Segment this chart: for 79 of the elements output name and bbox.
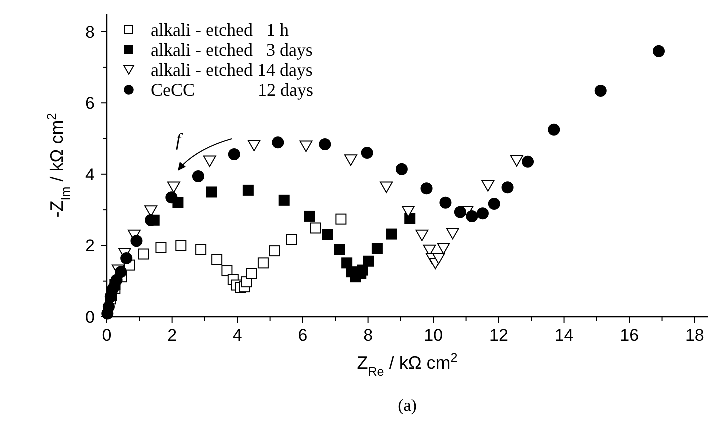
- point: [344, 154, 358, 166]
- x-tick-label: 4: [232, 326, 242, 345]
- point: [466, 210, 478, 222]
- point: [242, 184, 254, 196]
- point: [206, 186, 218, 198]
- point: [115, 266, 128, 278]
- point: [176, 240, 187, 252]
- point: [138, 248, 150, 260]
- point: [192, 170, 204, 183]
- x-tick-label: 10: [424, 326, 444, 345]
- point: [130, 235, 143, 248]
- point: [120, 252, 133, 265]
- legend-label: CeCC 12 days: [151, 80, 314, 100]
- legend-label: alkali - etched 14 days: [151, 60, 313, 80]
- point: [440, 196, 452, 209]
- point: [357, 264, 368, 276]
- x-tick-label: 12: [489, 326, 508, 345]
- point: [304, 210, 316, 222]
- x-tick-label: 8: [364, 326, 374, 345]
- x-tick-label: 16: [620, 326, 640, 345]
- y-tick-label: 8: [86, 22, 95, 42]
- y-tick-label: 4: [86, 165, 95, 184]
- point: [437, 243, 450, 255]
- legend-label: alkali - etched 3 days: [151, 40, 313, 60]
- point: [272, 136, 284, 149]
- point: [278, 194, 290, 206]
- point: [212, 254, 223, 266]
- point: [510, 155, 524, 167]
- point: [454, 206, 466, 218]
- point: [482, 180, 495, 192]
- point: [416, 230, 429, 242]
- point: [156, 242, 167, 254]
- point: [258, 258, 269, 269]
- point: [336, 214, 347, 225]
- point: [446, 228, 460, 240]
- point: [166, 192, 178, 204]
- point: [286, 234, 298, 246]
- point: [653, 45, 666, 58]
- point: [310, 222, 322, 234]
- point: [420, 182, 433, 195]
- point: [269, 246, 280, 257]
- point: [342, 258, 353, 269]
- point: [522, 156, 534, 168]
- point: [334, 244, 346, 256]
- point: [222, 266, 233, 277]
- point: [548, 124, 560, 136]
- point: [246, 268, 258, 280]
- point: [488, 198, 500, 210]
- point: [372, 243, 383, 254]
- point: [167, 182, 180, 194]
- point: [319, 138, 332, 150]
- x-tick-label: 6: [298, 326, 308, 345]
- point: [196, 244, 207, 256]
- point: [402, 206, 415, 218]
- point: [361, 147, 374, 160]
- point: [228, 148, 240, 160]
- point: [386, 228, 398, 240]
- text: (a): [398, 396, 417, 415]
- point: [594, 85, 607, 97]
- x-axis-title: Z$_{Re}$ / kΩ cm$^{2}$: [357, 351, 458, 379]
- point: [476, 208, 489, 220]
- point: [248, 140, 261, 152]
- point: [363, 256, 374, 267]
- x-tick-label: 2: [168, 326, 178, 345]
- point: [502, 182, 514, 194]
- point: [432, 253, 446, 265]
- y-tick-label: 0: [86, 308, 95, 327]
- point: [396, 163, 408, 176]
- point: [322, 229, 334, 240]
- legend-label: alkali - etched 1 h: [151, 20, 289, 40]
- x-tick-label: 0: [102, 326, 112, 345]
- point: [380, 182, 394, 194]
- y-tick-label: 2: [86, 236, 95, 256]
- x-tick-label: 18: [685, 326, 704, 345]
- annotation: f: [176, 130, 184, 150]
- y-tick-label: 6: [86, 94, 95, 114]
- point: [203, 156, 216, 168]
- point: [300, 140, 313, 152]
- x-tick-label: 14: [554, 326, 574, 345]
